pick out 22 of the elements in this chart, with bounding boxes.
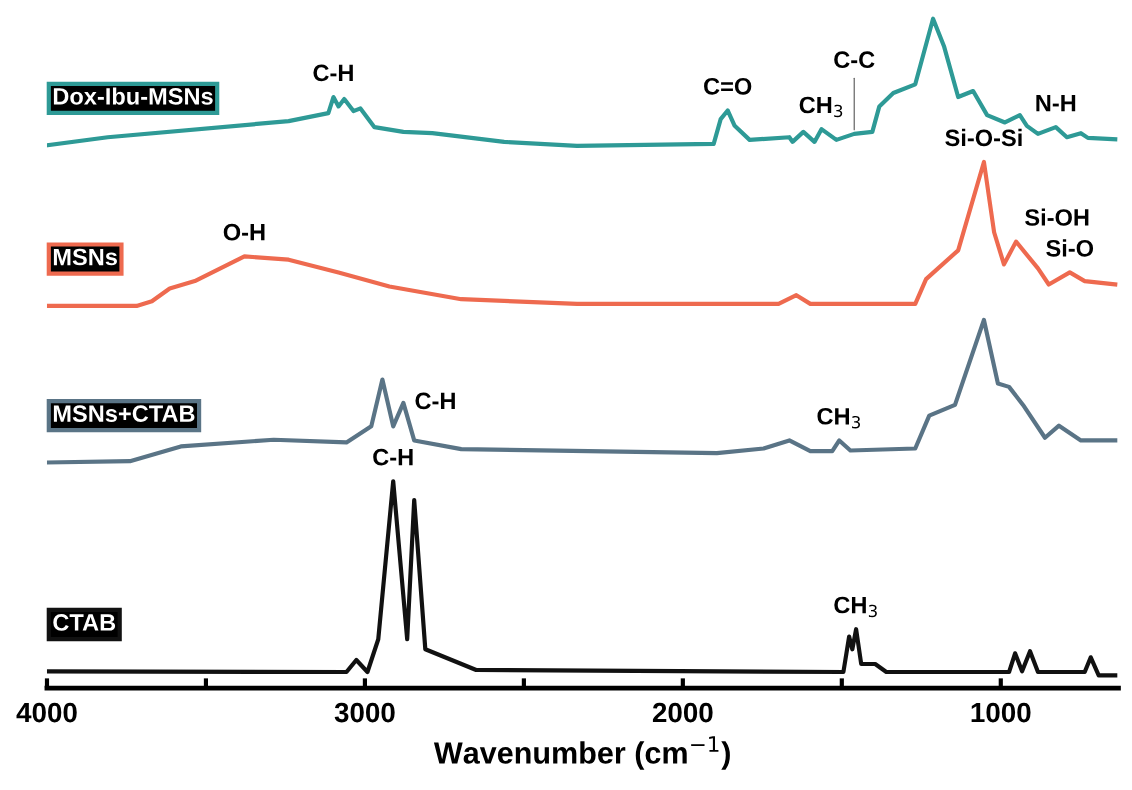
x-tick-label: 1000 (971, 702, 1031, 723)
x-tick-label: 3000 (334, 702, 395, 723)
annotation: C-H (373, 448, 413, 466)
annotation: C=O (704, 77, 752, 95)
annotation: C-H (415, 392, 455, 410)
x-tick-label: 2000 (652, 702, 713, 723)
x-axis-title: Wavenumber (cm$^{−1}$) (433, 736, 730, 770)
annotation: N-H (1036, 94, 1076, 112)
annotation: Si-O-Si (945, 128, 1022, 147)
annotation: CH$_{3}$ (834, 596, 877, 618)
series-label: MSNs+CTAB (53, 405, 195, 422)
x-tick-label: 4000 (16, 702, 77, 723)
annotation: Si-OH (1025, 208, 1089, 226)
annotation: CH$_{3}$ (817, 407, 860, 429)
annotation: Si-O (1046, 239, 1094, 257)
series-label: MSNs (53, 248, 117, 266)
annotation: C-H (313, 64, 353, 82)
series-label: Dox-Ibu-MSNs (53, 87, 213, 105)
annotation: O-H (223, 223, 265, 241)
annotation: C-C (834, 51, 875, 69)
annotation: CH$_{3}$ (799, 96, 843, 118)
series-label: CTAB (53, 614, 116, 631)
